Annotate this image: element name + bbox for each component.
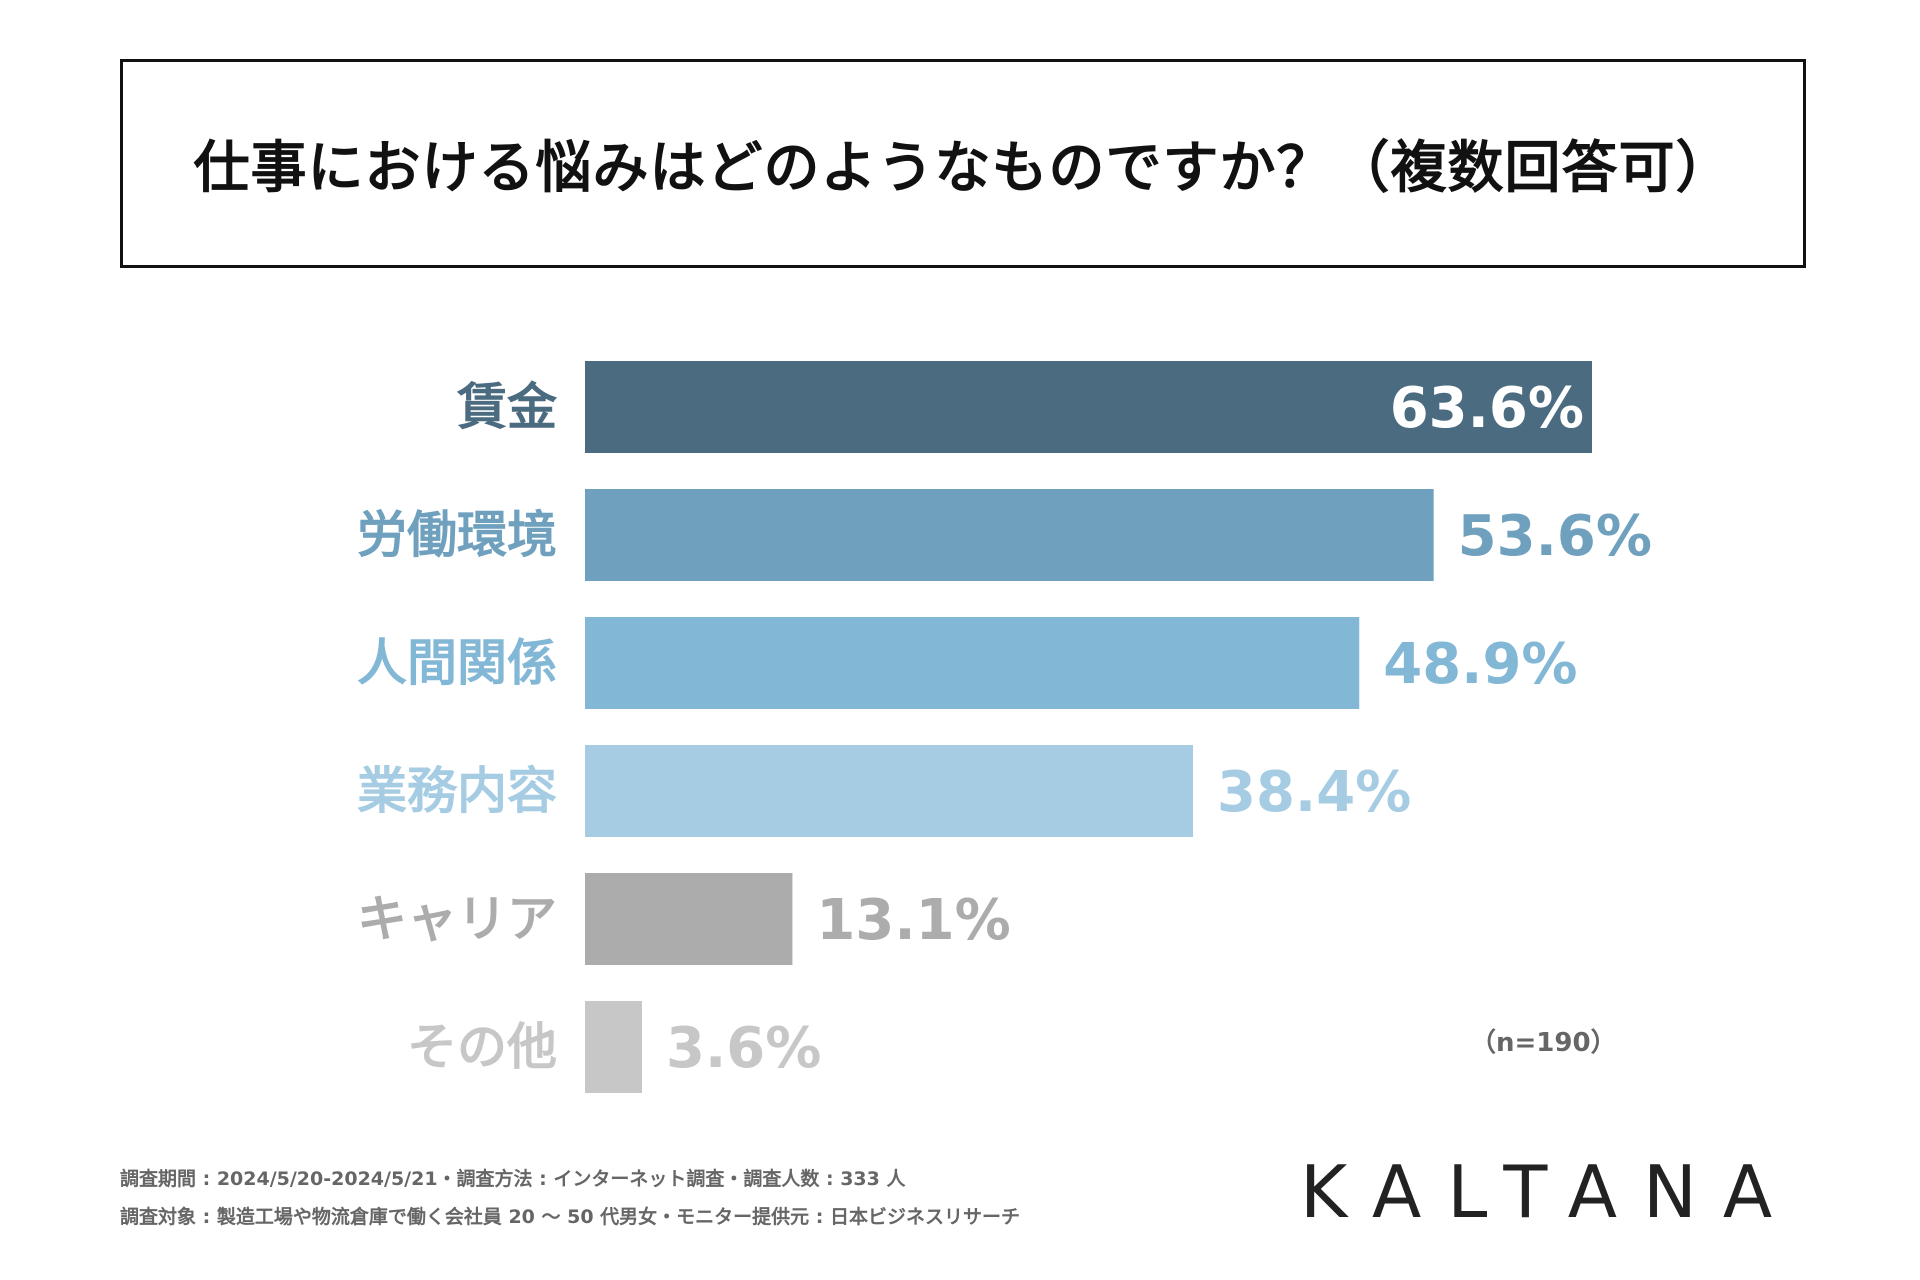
bar-1 [585,361,1592,453]
bar-5 [585,873,793,965]
value-label-5: 13.1% [816,888,1010,953]
category-label-2: 労働環境 [357,506,557,564]
footnote-survey-period: 調査期間 : 2024/5/20-2024/5/21・調査方法 : インターネッ… [120,1168,906,1190]
value-label-3: 48.9% [1383,632,1577,697]
category-label-5: キャリア [357,890,557,948]
category-label-4: 業務内容 [357,762,557,820]
bar-3 [585,617,1360,709]
value-label-4: 38.4% [1217,760,1411,825]
footnote-survey-target: 調査対象 : 製造工場や物流倉庫で働く会社員 20 〜 50 代男女・モニター提… [120,1206,1020,1228]
category-label-3: 人間関係 [357,634,557,692]
chart-title: 仕事における悩みはどのようなものですか？（複数回答可） [193,136,1733,201]
value-label-2: 53.6% [1458,504,1652,569]
bar-chart: 賃金 63.6% 労働環境 53.6% 人間関係 48.9% 業務内容 38.4% キャリア 13… [357,361,1652,1093]
category-label-6: その他 [407,1018,557,1076]
sample-size-note: （n=190） [1470,1028,1617,1058]
value-label-1: 63.6% [1390,376,1584,441]
value-label-6: 3.6% [666,1016,821,1081]
brand-logo: KALTANA [1300,1150,1799,1234]
bar-6 [585,1001,642,1093]
bar-2 [585,489,1434,581]
category-label-1: 賃金 [456,378,558,436]
title-box: 仕事における悩みはどのようなものですか？（複数回答可） [120,59,1806,268]
bar-4 [585,745,1193,837]
